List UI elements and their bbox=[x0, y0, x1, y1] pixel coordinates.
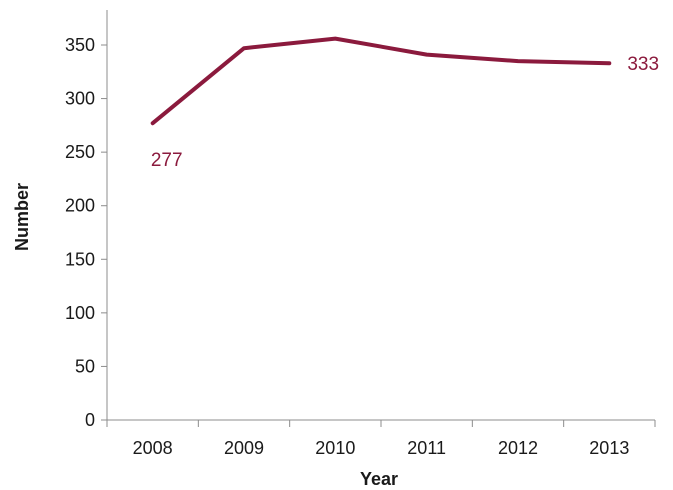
x-axis: 2008 2009 2010 2011 2012 2013 bbox=[106, 419, 656, 458]
data-label: 277 bbox=[151, 150, 183, 171]
x-tick-label: 2010 bbox=[315, 438, 355, 458]
y-tick-label: 350 bbox=[65, 35, 95, 55]
y-tick-label: 200 bbox=[65, 196, 95, 216]
series-lines bbox=[150, 36, 612, 126]
series-line bbox=[150, 36, 612, 126]
x-tick-label: 2013 bbox=[589, 438, 629, 458]
y-tick-label: 250 bbox=[65, 142, 95, 162]
y-tick-label: 0 bbox=[85, 410, 95, 430]
y-tick-label: 50 bbox=[75, 356, 95, 376]
data-labels: 277 333 bbox=[151, 54, 659, 171]
x-tick-label: 2011 bbox=[407, 438, 446, 458]
x-tick-label: 2009 bbox=[224, 438, 264, 458]
y-tick-label: 100 bbox=[65, 303, 95, 323]
x-axis-title: Year bbox=[360, 469, 398, 489]
y-tick-label: 150 bbox=[65, 249, 95, 269]
y-axis: 0 50 100 150 200 250 300 350 bbox=[65, 10, 108, 430]
y-axis-title: Number bbox=[12, 183, 32, 251]
y-tick-label: 300 bbox=[65, 89, 95, 109]
x-tick-label: 2008 bbox=[133, 438, 173, 458]
data-label: 333 bbox=[627, 54, 659, 75]
x-tick-label: 2012 bbox=[498, 438, 538, 458]
